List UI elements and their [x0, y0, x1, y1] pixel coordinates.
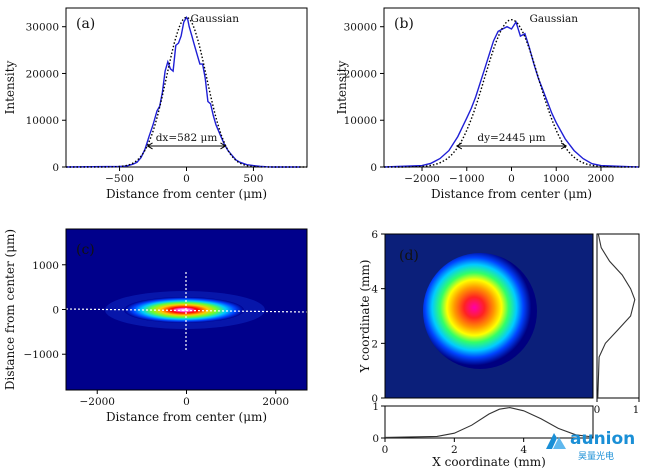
panel-b-gaussian-fit-line: [384, 18, 639, 168]
panel-c-ytick-label: 0: [52, 305, 59, 317]
panel-a-gaussian-fit-line: [66, 16, 307, 168]
panel-c-ytick-label: 1000: [32, 260, 59, 272]
panel-b-xtick-label: −1000: [449, 173, 485, 185]
panel-c-horizontal-cut: [65, 308, 308, 313]
panel-d-heatmap: 0 2 4 6 X coordinate (mm) Y coordinate (mm) (d…: [358, 229, 640, 469]
panel-d-y-profile-frame: [596, 233, 640, 399]
panel-b-xtick-label: 2000: [588, 173, 615, 185]
panel-a-arrowhead-left: [146, 142, 153, 150]
panel-d-ylabel: Y coordinate (mm): [358, 260, 372, 374]
panel-a-ytick-label: 0: [52, 162, 59, 174]
panel-c-label: (c): [76, 242, 95, 258]
panel-b-arrowhead-right: [560, 142, 568, 150]
panel-b-gaussian-label: Gaussian: [530, 13, 579, 25]
logo-subtitle: 昊量光电: [578, 452, 615, 462]
panel-d-y-profile-line: [597, 233, 636, 399]
panel-a-measured-profile-line: [65, 15, 301, 168]
panel-b-ytick-label: 20000: [344, 68, 377, 80]
panel-c-ylabel: Distance from center (μm): [3, 229, 17, 390]
logo-mark-icon: [546, 433, 566, 449]
panel-a-xlabel: Distance from center (μm): [106, 187, 267, 201]
panel-a-ylabel: Intensity: [3, 60, 17, 114]
panel-b-xtick-label: −2000: [404, 173, 440, 185]
panel-c-heatmap: −2000 0 2000 −1000 0 1000 Distance from center…: [3, 228, 308, 424]
panel-b-chart: −2000 −1000 0 1000 20000100002000030000Dista…: [335, 7, 640, 201]
panel-c-ytick-label: −1000: [23, 349, 59, 361]
panel-b-measured-profile-line: [383, 20, 640, 168]
panel-a-xtick-label: 0: [183, 173, 190, 185]
panel-c-xtick-label: 2000: [262, 396, 289, 408]
panel-d-ytick-label: 6: [371, 229, 378, 241]
panel-a-ytick-label: 30000: [26, 22, 59, 34]
panel-b-ylabel: Intensity: [335, 60, 349, 114]
panel-d-label: (d): [399, 248, 419, 264]
panel-c-xtick-label: −2000: [79, 396, 115, 408]
panel-b-xtick-label: 1000: [543, 173, 570, 185]
panel-d-x-profile-ytick-label: 0: [372, 433, 379, 445]
panel-d-ytick-label: 2: [371, 338, 378, 350]
panel-b-width-label: dy=2445 μm: [477, 132, 545, 144]
panel-b-label: (b): [394, 16, 414, 32]
panel-b-width-label-bg: [480, 130, 543, 143]
logo: aunion 昊量光电: [546, 427, 636, 465]
panel-a-label: (a): [76, 16, 95, 32]
panel-b-arrowhead-left: [455, 142, 463, 150]
panel-a-ytick-label: 20000: [26, 68, 59, 80]
panel-b-ytick-label: 10000: [344, 115, 377, 127]
logo-name: aunion: [570, 429, 636, 449]
panel-d-ytick-label: 4: [371, 284, 378, 296]
panel-d-x-profile-line: [384, 407, 594, 438]
panel-a-xtick-label: 500: [243, 173, 263, 185]
panel-b-ytick-label: 30000: [344, 22, 377, 34]
panel-d-y-profile-xtick-label: 0: [594, 404, 601, 416]
panel-b-ytick-label: 0: [370, 162, 377, 174]
panel-b-xtick-label: 0: [508, 173, 515, 185]
panel-d-x-profile-ytick-label: 1: [372, 401, 379, 413]
panel-d-beam: [423, 253, 537, 369]
panel-d-y-profile-xtick-label: 1: [633, 404, 640, 416]
panel-d-xtick-label: 4: [520, 444, 527, 456]
panel-d-xtick-label: 2: [451, 444, 458, 456]
panel-d-frame: [384, 233, 594, 399]
panel-d-xtick-label: 0: [382, 444, 389, 456]
panel-b-xlabel: Distance from center (μm): [431, 187, 592, 201]
panel-d-xlabel: X coordinate (mm): [432, 455, 546, 469]
panel-d-ytick-label: 0: [371, 393, 378, 405]
panel-d-x-profile-frame: [384, 405, 594, 439]
panel-c-beam: [124, 297, 244, 323]
panel-c-xlabel: Distance from center (μm): [106, 410, 267, 424]
panel-a-xtick-label: −500: [105, 173, 134, 185]
panel-a-width-label-bg: [155, 130, 218, 143]
panel-a-width-label: dx=582 μm: [156, 132, 218, 144]
panel-a-ytick-label: 10000: [26, 115, 59, 127]
panel-a-arrowhead-right: [220, 142, 227, 150]
panel-a-gaussian-label: Gaussian: [191, 13, 240, 25]
panel-c-xtick-label: 0: [183, 396, 190, 408]
